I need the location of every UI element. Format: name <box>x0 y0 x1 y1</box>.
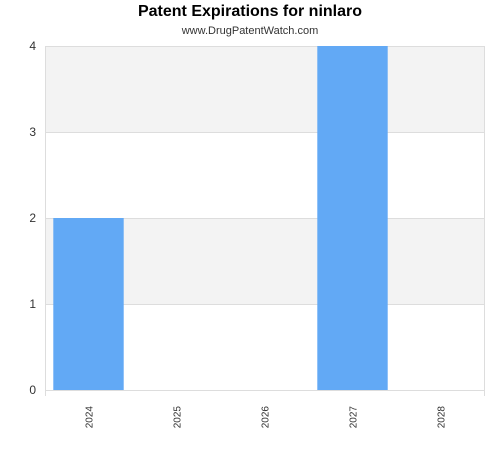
x-tick-label: 2025 <box>173 406 184 429</box>
y-tick-label: 3 <box>29 125 36 139</box>
y-tick-label: 1 <box>29 297 36 311</box>
y-tick-label: 0 <box>29 383 36 397</box>
grid-bands <box>45 46 485 390</box>
bar-2024 <box>53 218 124 390</box>
x-tick-label: 2028 <box>437 406 448 429</box>
grid-band <box>45 46 485 132</box>
y-tick-label: 2 <box>29 211 36 225</box>
x-tick-label: 2026 <box>261 406 272 429</box>
chart-subtitle: www.DrugPatentWatch.com <box>181 25 319 37</box>
y-axis-ticks: 0 1 2 3 4 <box>29 39 36 397</box>
grid-band <box>45 132 485 218</box>
bar-2027 <box>317 46 388 390</box>
x-axis-ticks: 2024 2025 2026 2027 2028 <box>85 406 448 429</box>
bars <box>53 46 388 390</box>
x-tick-label: 2027 <box>349 406 360 429</box>
x-tick-label: 2024 <box>85 406 96 429</box>
y-tick-label: 4 <box>29 39 36 53</box>
chart-title: Patent Expirations for ninlaro <box>137 3 363 20</box>
